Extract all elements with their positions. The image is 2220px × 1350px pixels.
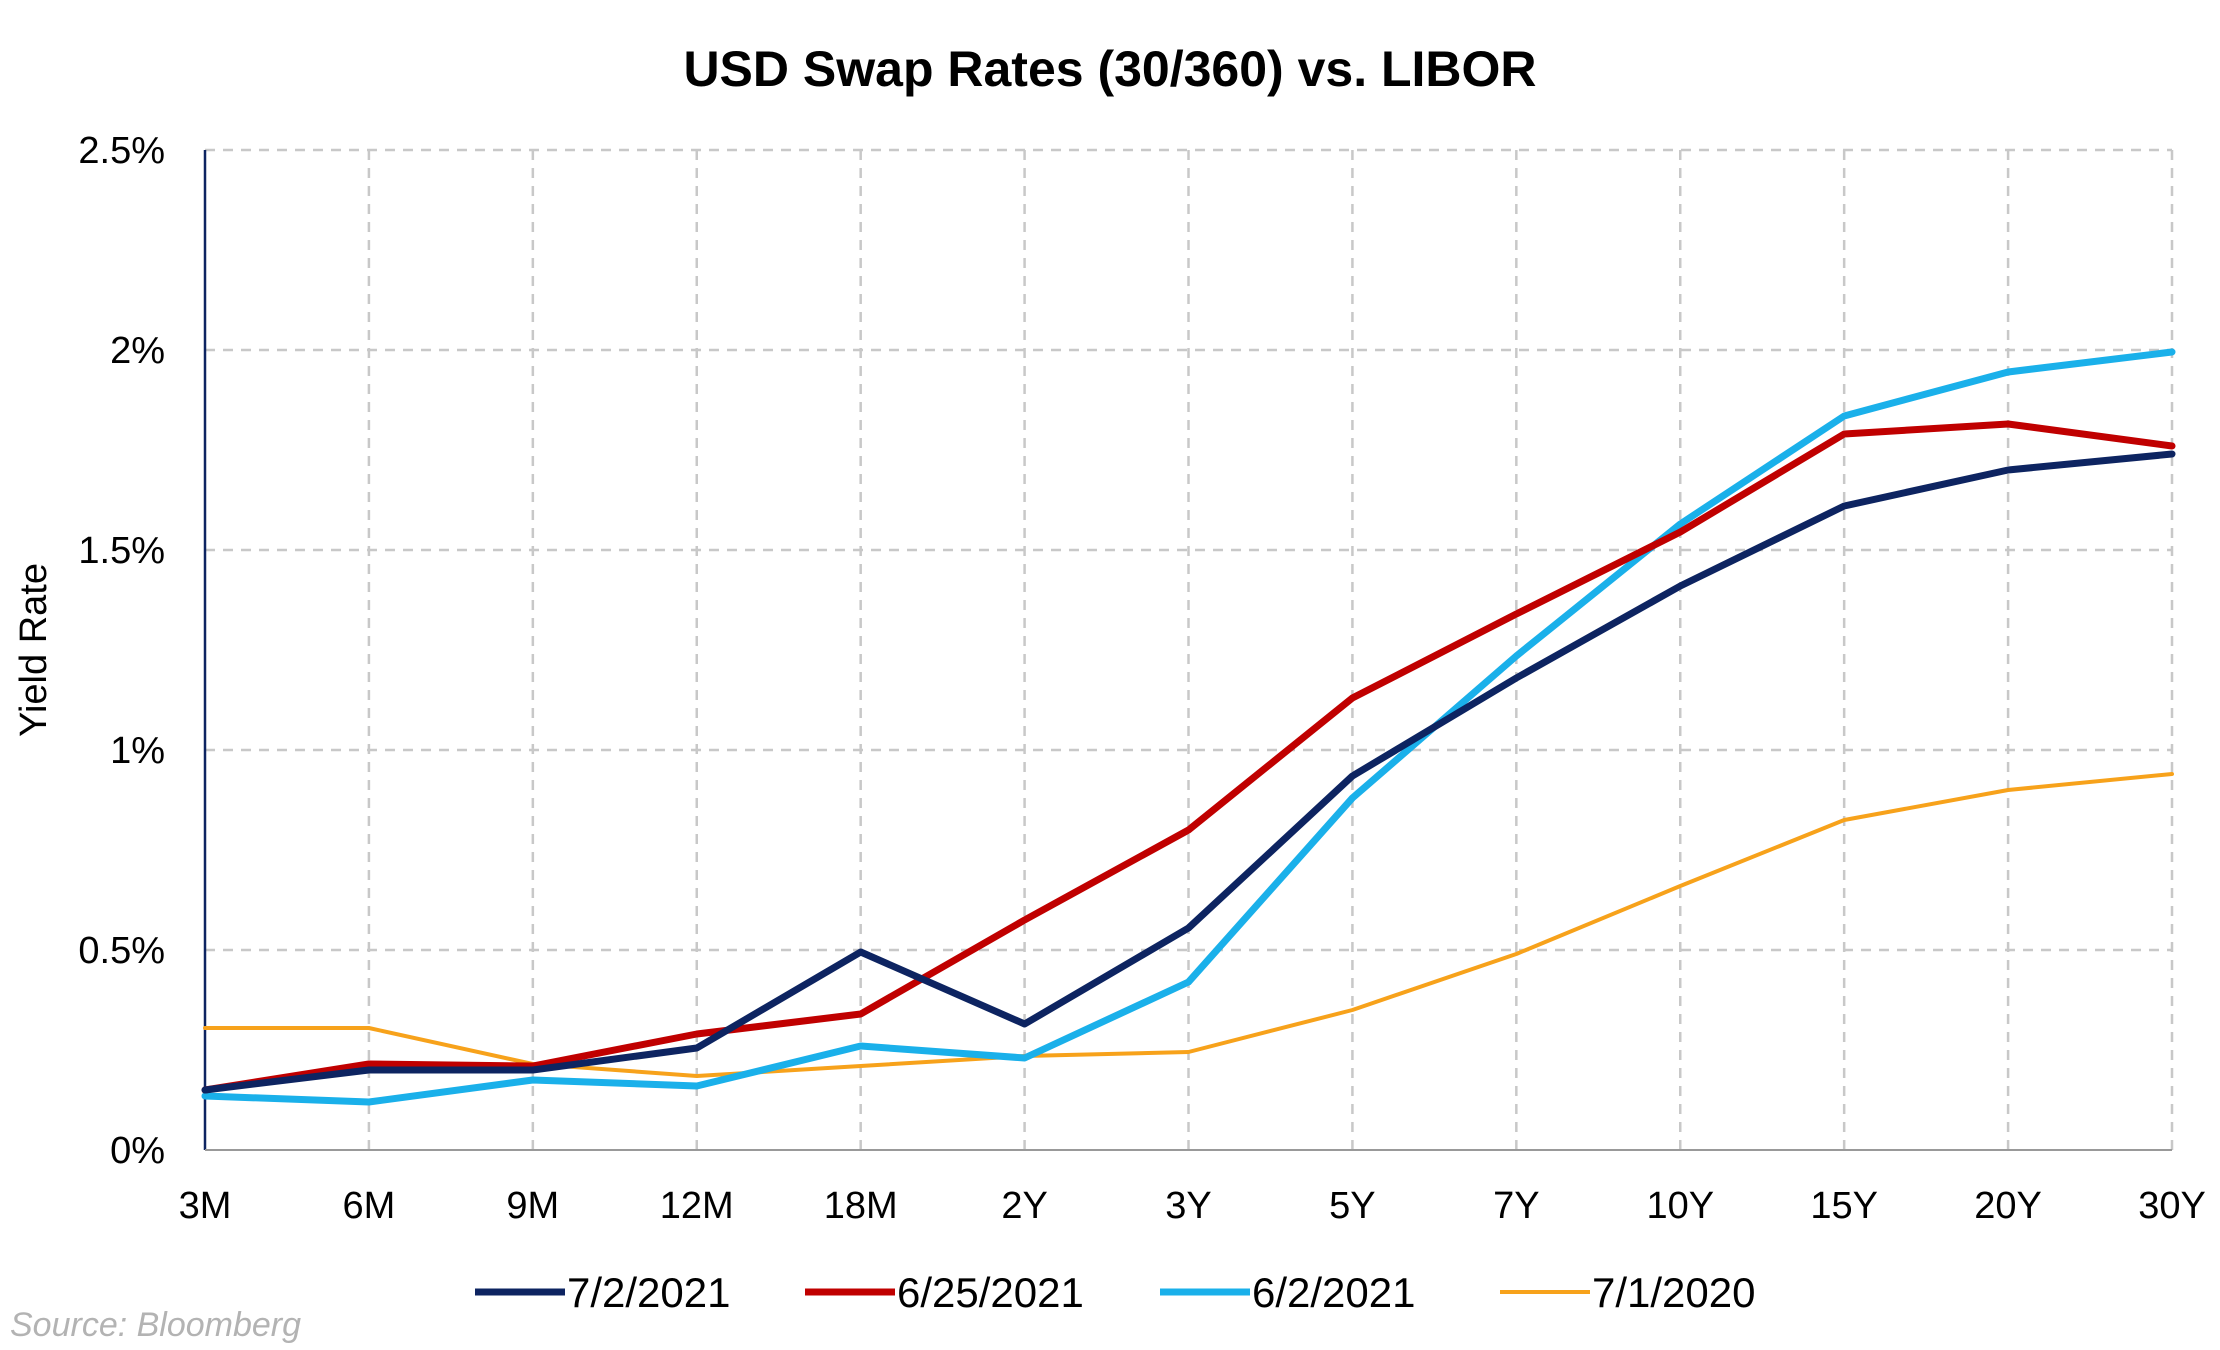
x-tick-label: 2Y xyxy=(1001,1185,1047,1227)
source-note: Source: Bloomberg xyxy=(10,1306,301,1344)
legend-label: 6/25/2021 xyxy=(897,1269,1084,1316)
legend-label: 7/2/2021 xyxy=(567,1269,731,1316)
y-tick-label: 1.5% xyxy=(78,530,165,572)
y-tick-label: 1% xyxy=(110,730,165,772)
legend-label: 6/2/2021 xyxy=(1252,1269,1416,1316)
chart-title: USD Swap Rates (30/360) vs. LIBOR xyxy=(683,41,1536,97)
x-tick-label: 12M xyxy=(660,1185,734,1227)
x-axis-ticks: 3M 6M 9M 12M 18M 2Y 3Y 5Y 7Y 10Y 15Y 20Y 30Y xyxy=(179,1185,2206,1227)
series-lines xyxy=(201,348,2176,1106)
x-tick-label: 3Y xyxy=(1165,1185,1211,1227)
series-line-3 xyxy=(201,348,2176,1106)
x-tick-label: 10Y xyxy=(1646,1185,1714,1227)
x-tick-label: 6M xyxy=(343,1185,396,1227)
legend-label: 7/1/2020 xyxy=(1592,1269,1756,1316)
x-tick-label: 20Y xyxy=(1974,1185,2042,1227)
series-line-1 xyxy=(201,450,2176,1094)
y-tick-label: 2.5% xyxy=(78,130,165,172)
y-tick-label: 0.5% xyxy=(78,930,165,972)
x-tick-label: 5Y xyxy=(1329,1185,1375,1227)
x-tick-label: 3M xyxy=(179,1185,232,1227)
x-tick-label: 18M xyxy=(824,1185,898,1227)
legend: 7/2/2021 6/25/2021 6/2/2021 7/1/2020 xyxy=(475,1269,1756,1316)
axes xyxy=(203,150,2172,1151)
x-tick-label: 30Y xyxy=(2138,1185,2206,1227)
y-tick-label: 2% xyxy=(110,330,165,372)
x-tick-label: 9M xyxy=(506,1185,559,1227)
x-tick-label: 7Y xyxy=(1493,1185,1539,1227)
y-tick-label: 0% xyxy=(110,1130,165,1172)
y-axis-label: Yield Rate xyxy=(13,563,55,737)
grid xyxy=(205,148,2174,1150)
series-line-2 xyxy=(201,420,2176,1094)
x-tick-label: 15Y xyxy=(1810,1185,1878,1227)
y-axis-ticks: 0% 0.5% 1% 1.5% 2% 2.5% xyxy=(78,130,165,1172)
